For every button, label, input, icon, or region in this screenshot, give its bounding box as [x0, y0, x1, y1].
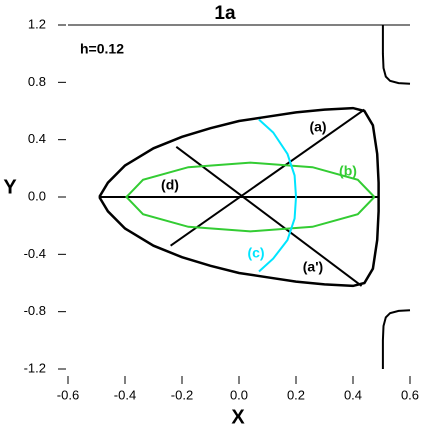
- x-tick-label: 0.0: [230, 387, 248, 402]
- y-tick-label: 0.8: [28, 74, 46, 89]
- curve: [381, 309, 411, 369]
- x-axis-label: X: [231, 406, 245, 428]
- x-tick-label: -0.6: [57, 387, 79, 402]
- curve: [125, 161, 376, 233]
- y-tick-label: 1.2: [28, 16, 46, 31]
- curve: [175, 146, 363, 287]
- y-tick-label: -1.2: [24, 360, 46, 375]
- curve: [381, 25, 411, 85]
- x-tick-label: 0.2: [287, 387, 305, 402]
- y-tick-label: -0.8: [24, 303, 46, 318]
- curve-label: (d): [161, 177, 179, 193]
- curve-label: (a'): [303, 259, 323, 275]
- x-tick-label: 0.6: [401, 387, 419, 402]
- curve-label: (c): [247, 245, 264, 261]
- y-tick-label: 0.0: [28, 188, 46, 203]
- curve-label: (a): [309, 119, 326, 135]
- annotation: h=0.12: [80, 41, 124, 57]
- y-tick-label: -0.4: [24, 246, 46, 261]
- curve: [258, 118, 298, 273]
- y-tick-label: 0.4: [28, 131, 46, 146]
- curve: [170, 108, 365, 247]
- y-axis-label: Y: [3, 176, 17, 198]
- x-tick-label: -0.2: [171, 387, 193, 402]
- x-tick-label: -0.4: [114, 387, 136, 402]
- x-tick-label: 0.4: [344, 387, 362, 402]
- curve-label: (b): [339, 163, 357, 179]
- chart-title: 1a: [214, 3, 236, 24]
